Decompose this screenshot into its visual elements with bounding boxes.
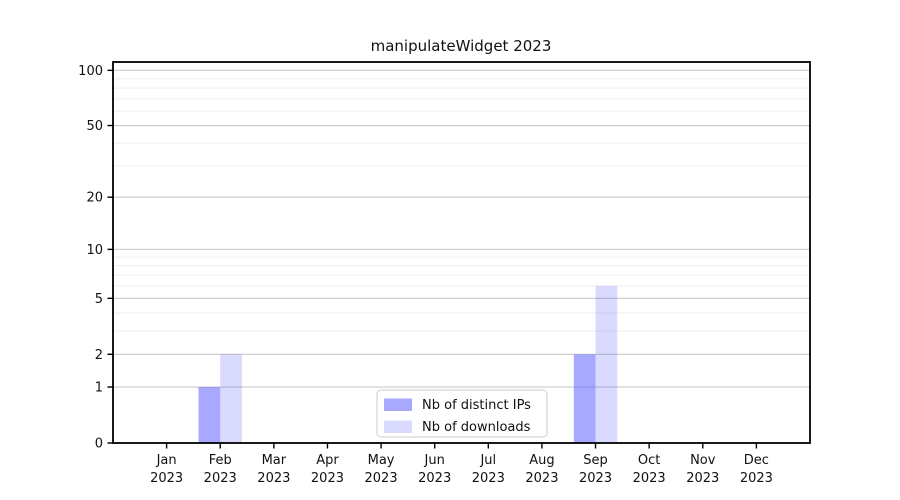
y-tick-label: 2 — [95, 348, 103, 363]
axis-layer — [107, 61, 811, 449]
x-tick-label: Nov 2023 — [686, 453, 719, 486]
x-tick-label: Sep 2023 — [579, 453, 612, 486]
x-tick-label: Oct 2023 — [633, 453, 666, 486]
bar-nb-of-distinct-ips — [573, 354, 596, 443]
y-tick-label: 1 — [95, 381, 103, 396]
legend-label: Nb of distinct IPs — [422, 398, 531, 413]
chart-title: manipulateWidget 2023 — [371, 37, 552, 55]
x-tick-label: Mar 2023 — [257, 453, 290, 486]
label-layer: Jan 2023 Feb 2023 Mar 2023 Apr 2023 May 2023 Jun 20… — [78, 64, 773, 486]
y-tick-label: 10 — [86, 243, 103, 258]
y-tick-label: 5 — [95, 292, 103, 307]
legend-swatch — [384, 420, 412, 433]
legend-swatch — [384, 398, 412, 411]
x-tick-label: Feb 2023 — [204, 453, 237, 486]
y-tick-label: 100 — [78, 64, 103, 79]
bar-nb-of-downloads — [595, 285, 618, 443]
x-tick-label: Jan 2023 — [150, 453, 183, 486]
legend-label: Nb of downloads — [422, 420, 531, 435]
x-tick-label: May 2023 — [365, 453, 398, 486]
y-tick-label: 20 — [86, 191, 103, 206]
bar-nb-of-distinct-ips — [198, 387, 221, 443]
bar-layer — [198, 285, 618, 443]
x-tick-label: Jun 2023 — [418, 453, 451, 486]
x-tick-label: Jul 2023 — [472, 453, 505, 486]
x-tick-label: Dec 2023 — [740, 453, 773, 486]
legend-box — [376, 389, 548, 438]
legend: Nb of distinct IPs Nb of downloads — [376, 389, 548, 438]
y-tick-label: 50 — [86, 119, 103, 134]
bar-nb-of-downloads — [220, 354, 242, 443]
x-tick-label: Aug 2023 — [525, 453, 558, 486]
x-tick-label: Apr 2023 — [311, 453, 344, 486]
grid-layer — [113, 69, 810, 388]
axis-frame — [112, 61, 811, 444]
y-tick-label: 0 — [95, 437, 103, 452]
